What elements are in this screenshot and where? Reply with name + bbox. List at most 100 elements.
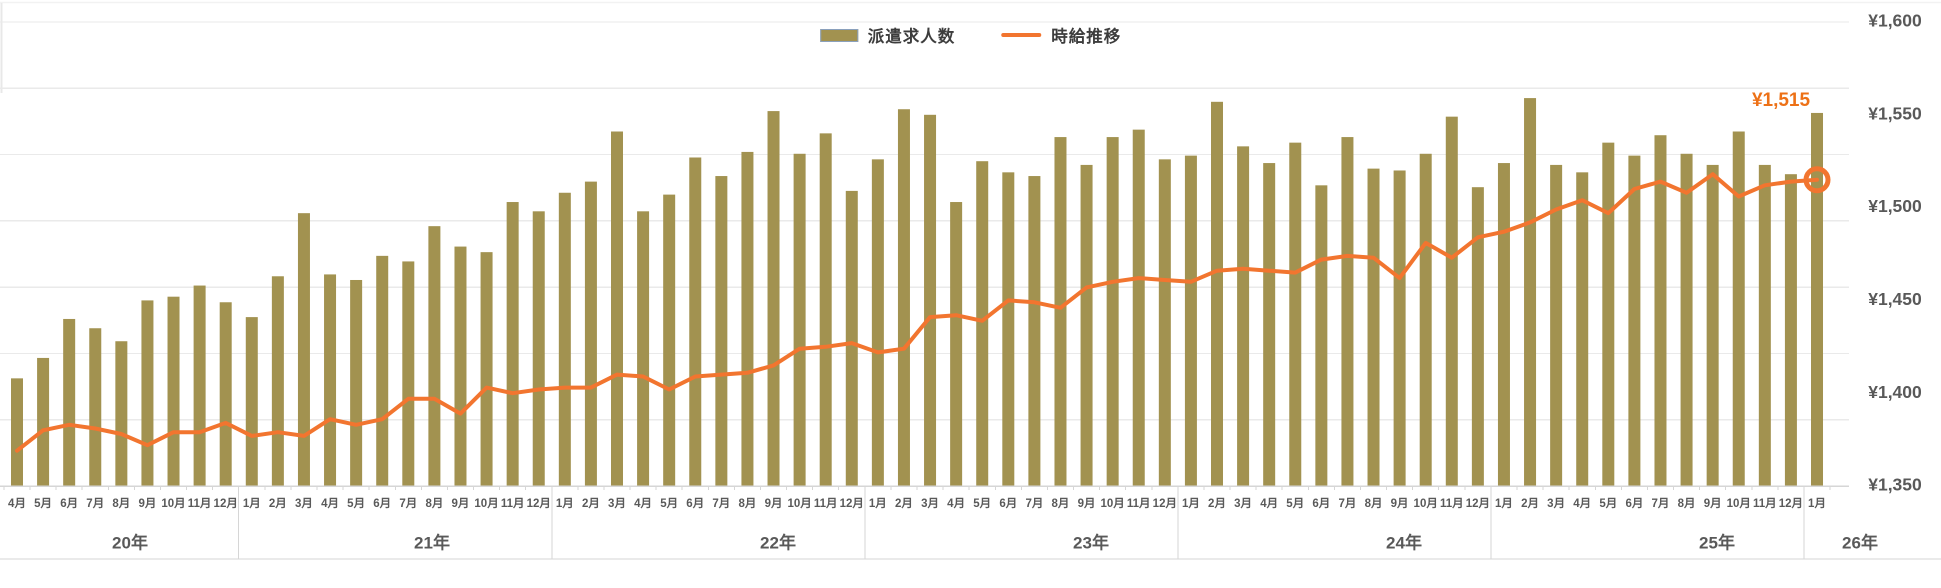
wage-end-marker[interactable]: [1803, 166, 1831, 194]
month-label: 10月: [1414, 497, 1438, 510]
bar[interactable]: [897, 109, 910, 487]
bar[interactable]: [871, 159, 884, 486]
bar[interactable]: [245, 317, 258, 486]
bar[interactable]: [167, 296, 180, 486]
bar[interactable]: [845, 190, 858, 486]
bar[interactable]: [1237, 146, 1250, 487]
month-label: 8月: [1052, 497, 1070, 510]
bar[interactable]: [1367, 168, 1380, 486]
legend-item-bars[interactable]: 派遣求人数: [819, 23, 956, 47]
bar[interactable]: [480, 252, 493, 486]
month-label: 12月: [1779, 497, 1803, 510]
bar[interactable]: [1393, 170, 1406, 487]
bar[interactable]: [324, 274, 337, 486]
bar[interactable]: [715, 176, 728, 486]
bar[interactable]: [767, 111, 780, 486]
bar[interactable]: [950, 202, 963, 487]
bar[interactable]: [11, 378, 23, 486]
bar[interactable]: [1080, 164, 1093, 487]
bar[interactable]: [584, 181, 597, 486]
bar[interactable]: [1106, 137, 1119, 486]
bar[interactable]: [454, 246, 467, 486]
bar[interactable]: [1158, 159, 1171, 486]
month-label: 9月: [138, 497, 156, 510]
bar[interactable]: [741, 151, 754, 487]
bar[interactable]: [402, 261, 415, 486]
bar[interactable]: [1706, 164, 1719, 487]
bar[interactable]: [1184, 155, 1197, 486]
chart-legend: 派遣求人数 時給推移: [819, 23, 1122, 47]
wage-line[interactable]: [15, 172, 1819, 453]
bar[interactable]: [1263, 163, 1276, 486]
month-label: 2月: [269, 497, 287, 510]
month-label: 11月: [1753, 497, 1777, 510]
bar[interactable]: [271, 276, 284, 486]
month-label: 10月: [1727, 497, 1751, 510]
bar[interactable]: [558, 192, 571, 486]
month-label: 3月: [608, 497, 626, 510]
bar[interactable]: [1628, 155, 1641, 486]
bar[interactable]: [1654, 135, 1667, 486]
month-label: 9月: [452, 497, 470, 510]
bar[interactable]: [1419, 153, 1432, 486]
month-label: 10月: [474, 497, 498, 510]
bar[interactable]: [1315, 185, 1328, 486]
bar[interactable]: [924, 114, 937, 487]
bar[interactable]: [219, 302, 232, 486]
y-axis-label: ¥1,350: [1868, 475, 1922, 495]
bar[interactable]: [1732, 131, 1745, 486]
bar[interactable]: [1028, 176, 1041, 486]
bar[interactable]: [1132, 129, 1145, 486]
month-label: 6月: [60, 497, 78, 510]
bar[interactable]: [976, 161, 989, 486]
bar[interactable]: [1445, 116, 1458, 486]
bar[interactable]: [1211, 101, 1224, 487]
bar[interactable]: [376, 255, 389, 486]
bar[interactable]: [793, 153, 806, 486]
bar[interactable]: [1497, 163, 1510, 486]
bar[interactable]: [1289, 142, 1302, 486]
bar[interactable]: [141, 300, 154, 486]
bar[interactable]: [193, 285, 206, 486]
bar[interactable]: [89, 328, 102, 486]
month-label: 4月: [947, 497, 965, 510]
bar[interactable]: [428, 226, 441, 486]
legend-item-line[interactable]: 時給推移: [1001, 23, 1121, 47]
month-label: 3月: [921, 497, 939, 510]
month-label: 12月: [214, 497, 238, 510]
bar[interactable]: [506, 202, 519, 487]
bar[interactable]: [63, 318, 76, 486]
bar[interactable]: [1758, 164, 1771, 487]
bar[interactable]: [611, 131, 624, 486]
bar[interactable]: [1602, 142, 1615, 486]
bar[interactable]: [689, 157, 702, 486]
month-label: 10月: [161, 497, 185, 510]
bar[interactable]: [532, 211, 545, 486]
bar[interactable]: [1784, 174, 1797, 486]
bar[interactable]: [663, 194, 676, 486]
bar[interactable]: [1550, 164, 1563, 487]
bar[interactable]: [1680, 153, 1693, 486]
bar[interactable]: [115, 341, 128, 486]
bar[interactable]: [1811, 112, 1824, 486]
bar[interactable]: [637, 211, 650, 486]
year-label: 20年: [112, 532, 148, 552]
bar[interactable]: [1341, 137, 1354, 486]
year-label: 21年: [414, 532, 450, 552]
month-label: 8月: [425, 497, 443, 510]
month-label: 5月: [34, 497, 52, 510]
bar[interactable]: [37, 357, 50, 486]
bar[interactable]: [1002, 172, 1015, 486]
bar[interactable]: [1524, 98, 1537, 486]
line-series-swatch-icon: [1001, 33, 1042, 37]
bar[interactable]: [297, 213, 310, 486]
bar[interactable]: [1471, 187, 1484, 486]
y-axis-label: ¥1,550: [1868, 103, 1922, 123]
month-label: 1月: [1808, 497, 1826, 510]
bar[interactable]: [1576, 172, 1589, 486]
bar[interactable]: [819, 133, 832, 487]
month-label: 9月: [1078, 497, 1096, 510]
bar[interactable]: [1054, 137, 1067, 486]
bar[interactable]: [350, 279, 363, 486]
